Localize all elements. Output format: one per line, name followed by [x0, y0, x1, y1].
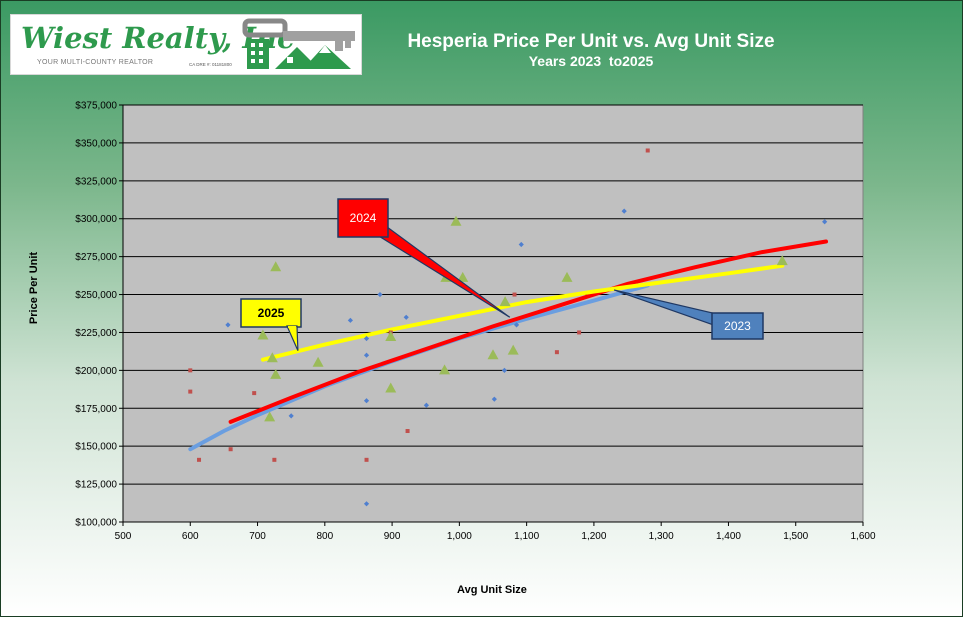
data-point-2025 — [450, 215, 462, 226]
data-point-2025 — [385, 382, 397, 393]
data-point-2025 — [507, 344, 519, 355]
y-tick-label: $350,000 — [75, 138, 117, 149]
data-point-2023 — [288, 413, 294, 419]
x-tick-label: 700 — [249, 531, 266, 542]
x-tick-label: 1,000 — [447, 531, 472, 542]
data-point-2025 — [385, 331, 397, 342]
x-tick-label: 800 — [316, 531, 333, 542]
x-tick-label: 1,200 — [581, 531, 606, 542]
data-point-2024 — [364, 457, 369, 462]
y-tick-label: $200,000 — [75, 366, 117, 377]
data-point-2024 — [645, 148, 650, 153]
x-tick-label: 600 — [182, 531, 199, 542]
data-point-2023 — [423, 402, 429, 408]
chart-title: Hesperia Price Per Unit vs. Avg Unit Siz… — [407, 31, 775, 52]
data-point-2024 — [188, 389, 193, 394]
callout-box-2025 — [240, 298, 302, 328]
trendline-2025 — [260, 263, 785, 362]
x-tick-label: 500 — [115, 531, 132, 542]
y-tick-label: $300,000 — [75, 214, 117, 225]
data-point-2023 — [501, 367, 508, 373]
x-tick-label: 1,600 — [850, 531, 875, 542]
data-point-2025 — [439, 364, 451, 375]
data-point-2024 — [197, 457, 202, 462]
y-tick-label: $150,000 — [75, 442, 117, 453]
data-point-2024 — [512, 292, 517, 297]
data-point-2023 — [363, 335, 370, 342]
data-point-2023 — [403, 314, 409, 320]
data-point-2023 — [225, 322, 231, 328]
x-tick-label: 1,500 — [783, 531, 808, 542]
logo-tagline: YOUR MULTI-COUNTY REALTOR — [37, 59, 154, 66]
data-point-2024 — [272, 457, 277, 462]
y-axis-title: Price Per Unit — [28, 252, 40, 324]
data-point-2023 — [363, 501, 370, 507]
y-tick-label: $375,000 — [75, 101, 117, 112]
callout-box-2023 — [711, 312, 764, 340]
data-point-2025 — [257, 329, 269, 340]
callout-label-2025: 2025 — [258, 306, 285, 320]
data-point-2024 — [554, 350, 559, 355]
trendline-2024 — [228, 239, 828, 424]
x-tick-label: 1,100 — [514, 531, 539, 542]
x-tick-label: 1,300 — [649, 531, 674, 542]
data-point-2025 — [270, 261, 282, 272]
callout-label-2024: 2024 — [350, 211, 377, 225]
data-point-2025 — [561, 271, 573, 282]
data-point-2023 — [377, 291, 383, 298]
y-tick-label: $125,000 — [75, 480, 117, 491]
data-point-2025 — [457, 271, 469, 282]
house-key-icon — [242, 18, 355, 69]
y-tick-label: $275,000 — [75, 252, 117, 263]
y-tick-label: $225,000 — [75, 328, 117, 339]
data-point-2024 — [405, 429, 410, 434]
callout-box-2024 — [337, 198, 389, 238]
data-point-2023 — [491, 396, 497, 402]
y-tick-label: $325,000 — [75, 176, 117, 187]
y-tick-label: $250,000 — [75, 290, 117, 301]
data-point-2023 — [518, 241, 524, 248]
logo-license: CA DRE #: 01181800 — [189, 62, 232, 67]
company-logo: Wiest Realty, Inc YOUR MULTI-COUNTY REAL… — [10, 14, 362, 75]
data-point-2025 — [312, 356, 324, 367]
data-point-2023 — [621, 208, 627, 214]
data-point-2025 — [499, 296, 511, 307]
data-point-2025 — [270, 368, 282, 379]
chart-subtitle: Years 2023 to2025 — [528, 53, 654, 69]
data-point-2025 — [487, 349, 499, 360]
data-point-2024 — [188, 368, 193, 373]
data-point-2023 — [363, 398, 370, 404]
y-tick-label: $100,000 — [75, 518, 117, 529]
data-point-2023 — [513, 322, 520, 328]
x-axis-title: Avg Unit Size — [457, 584, 527, 596]
data-point-2025 — [264, 411, 276, 422]
x-tick-label: 900 — [384, 531, 401, 542]
data-point-2025 — [776, 255, 788, 266]
data-point-2023 — [347, 317, 353, 323]
data-point-2023 — [822, 219, 828, 225]
data-point-2024 — [577, 330, 582, 335]
data-point-2023 — [363, 352, 370, 358]
data-point-2025 — [266, 352, 278, 363]
data-point-2024 — [228, 447, 233, 452]
x-tick-label: 1,400 — [716, 531, 741, 542]
callout-label-2023: 2023 — [724, 319, 751, 333]
y-tick-label: $175,000 — [75, 404, 117, 415]
data-point-2024 — [252, 391, 257, 396]
